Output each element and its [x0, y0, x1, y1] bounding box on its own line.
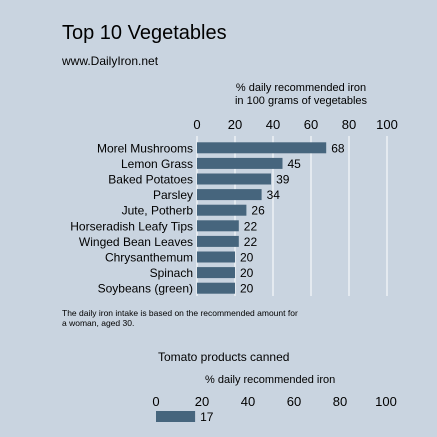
second-x-tick-label: 100: [375, 394, 397, 409]
category-label: Horseradish Leafy Tips: [70, 219, 193, 233]
bar-value-label: 39: [276, 173, 290, 187]
category-label: Lemon Grass: [121, 157, 193, 171]
bar: [197, 267, 235, 279]
second-x-tick-label: 40: [241, 394, 255, 409]
bar-value-label: 20: [240, 266, 254, 280]
x-tick-label: 40: [266, 117, 280, 132]
bar: [197, 251, 235, 263]
chart-title: Top 10 Vegetables: [62, 22, 227, 44]
bar-value-label: 22: [244, 235, 258, 249]
bar-value-label: 26: [251, 204, 265, 218]
category-label: Jute, Potherb: [122, 204, 194, 218]
bar: [197, 220, 239, 232]
second-x-tick-label: 60: [287, 394, 301, 409]
second-x-tick-label: 0: [152, 394, 159, 409]
bar-value-label: 20: [240, 251, 254, 265]
bar: [197, 142, 327, 154]
second-bar-value-label: 17: [200, 410, 214, 424]
bar: [197, 235, 239, 247]
second-value-axis-label: % daily recommended iron: [205, 374, 336, 386]
category-label: Baked Potatoes: [108, 173, 193, 187]
footnote: The daily iron intake is based on the re…: [62, 308, 298, 328]
bar: [197, 204, 247, 216]
bar-value-label: 20: [240, 282, 254, 296]
bar: [197, 173, 272, 185]
x-tick-label: 80: [342, 117, 356, 132]
bar: [197, 189, 262, 201]
second-chart-title: Tomato products canned: [158, 350, 290, 364]
x-tick-label: 60: [304, 117, 318, 132]
bar-value-label: 68: [331, 141, 345, 155]
bar-value-label: 22: [244, 219, 258, 233]
value-axis-label-line-2: in 100 grams of vegetables: [234, 95, 368, 107]
value-axis-label: % daily recommended iron in 100 grams of …: [196, 82, 406, 108]
category-label: Spinach: [150, 266, 193, 280]
bar-value-label: 45: [288, 157, 302, 171]
second-x-tick-label: 80: [333, 394, 347, 409]
bar-value-label: 34: [267, 188, 281, 202]
second-x-tick-label: 20: [195, 394, 209, 409]
x-tick-label: 100: [376, 117, 398, 132]
category-label: Morel Mushrooms: [97, 141, 193, 155]
x-tick-label: 0: [193, 117, 200, 132]
chart-subtitle: www.DailyIron.net: [62, 54, 159, 68]
bar: [197, 157, 283, 169]
x-tick-label: 20: [228, 117, 242, 132]
category-label: Chrysanthemum: [105, 251, 193, 265]
value-axis-label-line-1: % daily recommended iron: [235, 82, 367, 94]
second-bar: [156, 411, 196, 422]
bar: [197, 282, 235, 294]
category-label: Parsley: [153, 188, 193, 202]
category-label: Soybeans (green): [98, 282, 193, 296]
category-label: Winged Bean Leaves: [79, 235, 193, 249]
